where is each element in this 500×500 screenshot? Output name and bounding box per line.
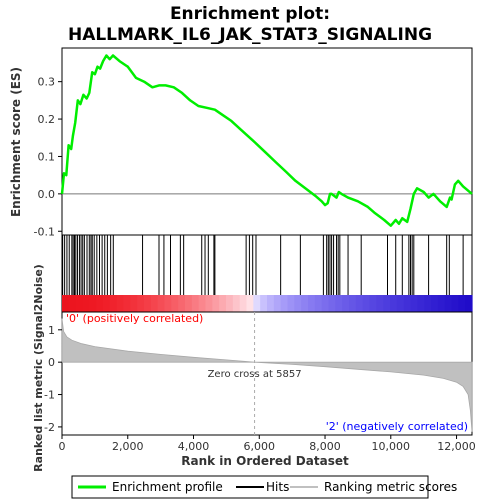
ranking-color-segment [321,295,330,312]
metric-y-tick-label: 0 [48,356,55,369]
ranking-color-segment [287,295,295,312]
ranking-color-segment [431,295,439,312]
chart-title-line-2: HALLMARK_IL6_JAK_STAT3_SIGNALING [68,25,432,45]
ranking-color-segment [342,295,350,312]
ranking-color-segment [198,295,207,312]
ranking-color-segment [219,295,227,312]
enrichment-profile-line [60,54,473,227]
hits-panel [61,234,473,313]
ranking-color-segment [103,295,111,312]
ranking-color-segment [137,295,145,312]
es-y-tick-label: 0.3 [38,76,56,89]
ranking-color-segment [226,295,234,312]
ranking-color-segment [253,295,261,312]
ranking-color-segment [130,295,138,312]
ranking-color-segment [260,295,268,312]
es-plot-area [61,47,473,236]
ranking-color-segment [116,295,125,312]
ranking-color-segment [383,295,391,312]
legend: Enrichment profile Hits Ranking metric sco… [71,475,457,499]
ranking-color-segment [68,295,77,312]
chart-title-line-1: Enrichment plot: [170,4,330,24]
ranking-color-segment [465,295,473,312]
es-panel: -0.1 0.0 0.1 0.2 0.3 [34,47,473,238]
legend-entry-label: Hits [266,480,289,494]
ranking-color-segment [369,295,377,312]
ranking-color-segment [314,295,323,312]
x-tick-label: 4,000 [178,440,210,453]
zero-cross-label: Zero cross at 5857 [208,369,302,380]
ranking-color-segment [458,295,466,312]
ranking-color-segment [246,295,254,312]
ranking-color-segment [109,295,118,312]
x-tick-label: 8,000 [309,440,341,453]
es-y-tick-label: 0.0 [38,188,56,201]
ranking-color-segment [376,295,384,312]
ranking-color-segment [144,295,152,312]
ranking-color-segment [308,295,316,312]
ranking-color-segment [362,295,371,312]
es-y-tick-label: 0.2 [38,113,56,126]
ranking-color-segment [157,295,166,312]
ranking-color-segment [267,295,275,312]
ranking-color-segment [280,295,289,312]
x-tick-label: 6,000 [244,440,276,453]
ranking-color-segment [212,295,220,312]
ranking-color-segment [437,295,446,312]
legend-entry-label: Enrichment profile [112,480,223,494]
ranking-color-segment [123,295,131,312]
positive-correlation-label: '0' (positively correlated) [66,312,203,325]
metric-y-axis-title: Ranked list metric (Signal2Noise) [32,264,45,472]
ranking-color-segment [390,295,398,312]
ranking-color-segment [75,295,84,312]
legend-entry-label: Ranking metric scores [324,480,457,494]
metric-y-tick-label: -2 [44,421,55,434]
ranking-color-segment [403,295,412,312]
negative-correlation-label: '2' (negatively correlated) [326,420,468,433]
ranking-color-segment [171,295,179,312]
x-tick-label: 12,000 [437,440,476,453]
ranking-color-segment [349,295,357,312]
ranking-color-segment [232,295,241,312]
ranking-color-segment [164,295,172,312]
metric-y-tick-label: -1 [44,389,55,402]
es-y-tick-label: -0.1 [34,225,55,238]
ranking-color-segment [96,295,104,312]
ranking-color-segment [89,295,97,312]
ranking-color-segment [444,295,453,312]
metric-panel: -2 -1 0 1 Zero cross at 5857 '0' (positively … [44,311,476,453]
ranking-color-segment [239,295,248,312]
ranking-color-segment [62,295,70,312]
ranking-color-segment [335,295,343,312]
ranking-color-segment [396,295,405,312]
ranking-metric-area [61,318,473,432]
ranking-color-segment [451,295,459,312]
x-tick-label: 10,000 [372,440,411,453]
ranking-color-segment [410,295,418,312]
ranking-color-segment [185,295,193,312]
ranking-color-segment [355,295,364,312]
ranking-color-segment [273,295,282,312]
es-y-axis-title: Enrichment score (ES) [9,67,23,217]
ranking-color-segment [328,295,336,312]
x-axis-title: Rank in Ordered Dataset [181,454,349,468]
metric-y-tick-label: 1 [48,324,55,337]
x-tick-label: 2,000 [112,440,144,453]
ranking-color-segment [301,295,309,312]
ranking-color-segment [417,295,425,312]
ranking-color-segment [178,295,186,312]
ranking-color-segment [191,295,200,312]
es-y-tick-label: 0.1 [38,150,56,163]
ranking-color-segment [150,295,159,312]
ranking-color-segment [294,295,302,312]
ranking-color-segment [82,295,90,312]
ranking-color-segment [205,295,213,312]
x-tick-label: 0 [59,440,66,453]
ranking-color-segment [424,295,432,312]
